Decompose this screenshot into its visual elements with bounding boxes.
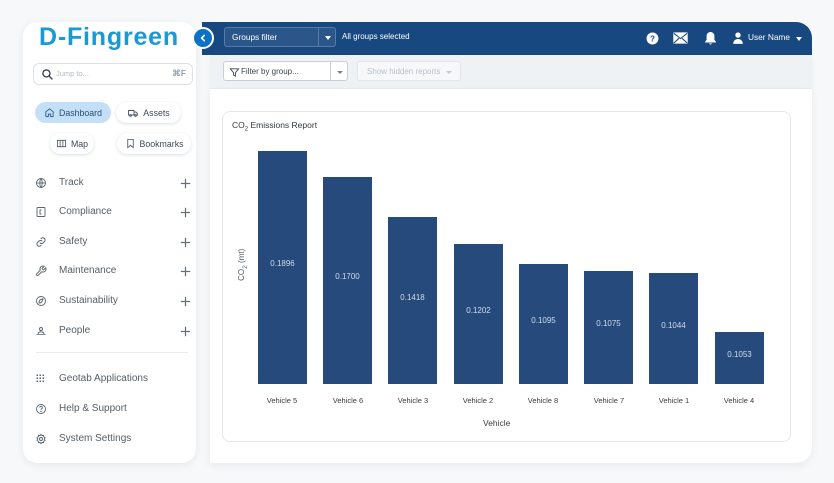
svg-text:?: ? [650,34,655,43]
